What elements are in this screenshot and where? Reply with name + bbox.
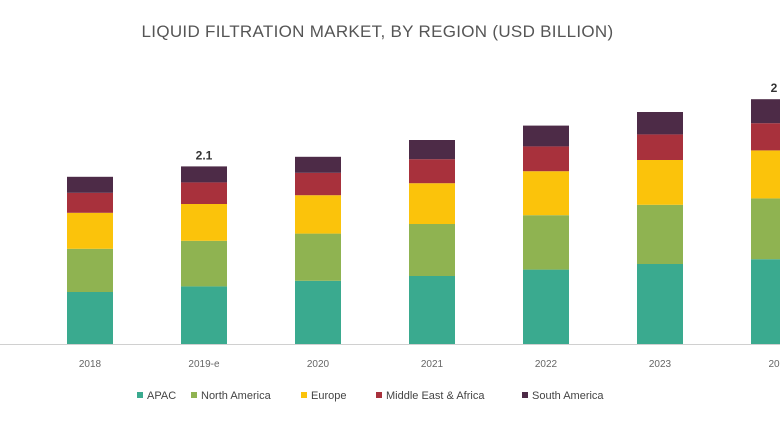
bar-segment-middle-east-africa-2023 [637, 134, 683, 160]
bar-segment-middle-east-africa-2021 [409, 159, 455, 184]
bar-segment-north-america-2023 [637, 204, 683, 264]
x-tick-label-2022: 2022 [535, 359, 558, 370]
bar-segment-south-america-2018 [67, 176, 113, 193]
bar-segment-apac-2022 [523, 269, 569, 344]
bar-segment-north-america-2024 [751, 198, 780, 260]
x-tick-label-2021: 2021 [421, 359, 444, 370]
x-tick-label-2023: 2023 [649, 359, 672, 370]
legend-label-north-america: North America [201, 390, 272, 402]
bar-segment-europe-2024 [751, 150, 780, 199]
data-label-2024: 2 [771, 81, 778, 95]
legend-swatch-europe [301, 392, 307, 398]
data-label-2019-e: 2.1 [196, 148, 213, 162]
legend-label-europe: Europe [311, 390, 346, 402]
bar-segment-europe-2021 [409, 183, 455, 224]
bar-segment-apac-2019-e [181, 286, 227, 344]
bar-segment-europe-2022 [523, 171, 569, 216]
bar-segment-south-america-2024 [751, 99, 780, 124]
bar-segment-south-america-2019-e [181, 166, 227, 183]
bar-segment-europe-2020 [295, 195, 341, 234]
bar-segment-north-america-2019-e [181, 240, 227, 287]
bar-segment-south-america-2023 [637, 112, 683, 135]
bar-segment-north-america-2022 [523, 215, 569, 270]
bar-segment-apac-2023 [637, 264, 683, 344]
chart-title: LIQUID FILTRATION MARKET, BY REGION (USD… [141, 22, 614, 41]
bar-segment-middle-east-africa-2022 [523, 146, 569, 172]
bar-segment-south-america-2021 [409, 140, 455, 160]
bar-segment-apac-2020 [295, 280, 341, 344]
bar-segment-south-america-2020 [295, 156, 341, 173]
bar-segment-middle-east-africa-2020 [295, 172, 341, 196]
legend-swatch-north-america [191, 392, 197, 398]
x-tick-label-2018: 2018 [79, 359, 102, 370]
bar-segment-middle-east-africa-2019-e [181, 182, 227, 204]
bar-segment-europe-2019-e [181, 204, 227, 241]
x-tick-label-2020: 2020 [307, 359, 330, 370]
legend-swatch-apac [137, 392, 143, 398]
x-tick-label-2024: 20 [768, 359, 780, 370]
legend-label-south-america: South America [532, 390, 604, 402]
bar-segment-south-america-2022 [523, 125, 569, 147]
legend-label-middle-east-africa: Middle East & Africa [386, 390, 485, 402]
bar-segment-europe-2023 [637, 160, 683, 205]
legend-swatch-middle-east-africa [376, 392, 382, 398]
legend-swatch-south-america [522, 392, 528, 398]
bar-segment-middle-east-africa-2024 [751, 123, 780, 151]
x-tick-label-2019-e: 2019-e [188, 359, 220, 370]
bar-segment-north-america-2018 [67, 248, 113, 292]
bar-segment-apac-2024 [751, 259, 780, 344]
legend-label-apac: APAC [147, 390, 176, 402]
bar-segment-north-america-2020 [295, 233, 341, 281]
bar-segment-north-america-2021 [409, 224, 455, 276]
bar-segment-apac-2021 [409, 276, 455, 344]
bar-segment-middle-east-africa-2018 [67, 192, 113, 213]
bar-segment-apac-2018 [67, 292, 113, 344]
bar-segment-europe-2018 [67, 212, 113, 249]
